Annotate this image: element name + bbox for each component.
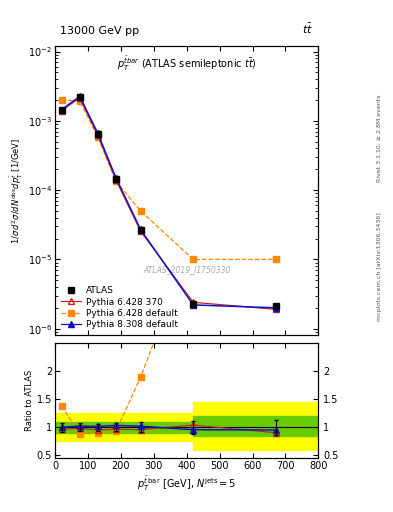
Text: mcplots.cern.ch [arXiv:1306.3436]: mcplots.cern.ch [arXiv:1306.3436] — [377, 212, 382, 321]
Text: 13000 GeV pp: 13000 GeV pp — [60, 26, 140, 36]
Y-axis label: $1/\sigma\,d^2\sigma/dN^{\rm obs}dp^{\bar{t}}_{\rm T}$ [1/GeV]: $1/\sigma\,d^2\sigma/dN^{\rm obs}dp^{\ba… — [9, 138, 25, 244]
Text: Rivet 3.1.10, ≥ 2.8M events: Rivet 3.1.10, ≥ 2.8M events — [377, 95, 382, 182]
Text: ATLAS_2019_I1750330: ATLAS_2019_I1750330 — [143, 265, 230, 274]
Legend: ATLAS, Pythia 6.428 370, Pythia 6.428 default, Pythia 8.308 default: ATLAS, Pythia 6.428 370, Pythia 6.428 de… — [59, 285, 180, 331]
Y-axis label: Ratio to ATLAS: Ratio to ATLAS — [25, 370, 34, 431]
Text: $t\bar{t}$: $t\bar{t}$ — [302, 22, 313, 36]
X-axis label: $p^{\bar{t}\,{\rm bar}}_{T}$ [GeV], $N^{\rm jets}=5$: $p^{\bar{t}\,{\rm bar}}_{T}$ [GeV], $N^{… — [137, 475, 236, 494]
Text: $p_T^{\bar{t}bar}$ (ATLAS semileptonic $t\bar{t}$): $p_T^{\bar{t}bar}$ (ATLAS semileptonic $… — [117, 55, 257, 73]
